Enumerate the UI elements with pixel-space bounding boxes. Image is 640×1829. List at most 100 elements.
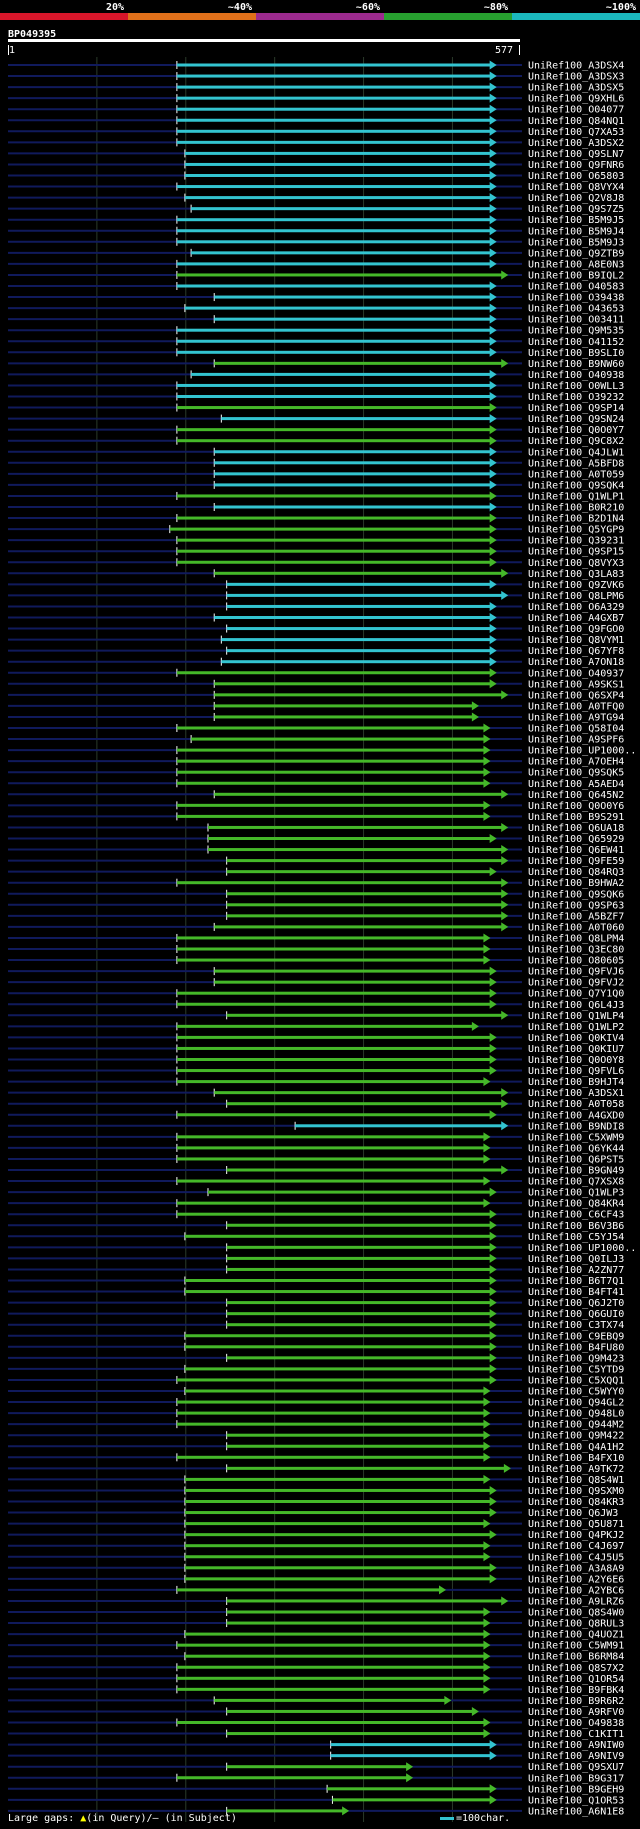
hit-label[interactable]: UniRef100_A0TFQ0 (528, 701, 624, 712)
hit-row[interactable]: UniRef100_Q0KIU7 (8, 1043, 624, 1055)
hit-label[interactable]: UniRef100_B9HWA2 (528, 878, 624, 889)
hit-row[interactable]: UniRef100_Q9M422 (8, 1430, 624, 1442)
hit-label[interactable]: UniRef100_Q9SQK4 (528, 480, 624, 491)
hit-row[interactable]: UniRef100_B9HWA2 (8, 878, 624, 889)
hit-row[interactable]: UniRef100_O39438 (8, 292, 624, 304)
hit-row[interactable]: UniRef100_C5WYY0 (8, 1386, 624, 1398)
hit-label[interactable]: UniRef100_Q2V8J8 (528, 193, 624, 204)
hit-label[interactable]: UniRef100_Q1OR54 (528, 1674, 624, 1685)
hit-label[interactable]: UniRef100_C5XWM9 (528, 1132, 624, 1143)
hit-label[interactable]: UniRef100_O39438 (528, 293, 624, 304)
hit-label[interactable]: UniRef100_Q9FNR6 (528, 160, 624, 171)
hit-label[interactable]: UniRef100_Q3EC80 (528, 945, 624, 956)
hit-row[interactable]: UniRef100_O40938 (8, 369, 624, 381)
hit-row[interactable]: UniRef100_Q9ZTB9 (8, 248, 624, 259)
hit-row[interactable]: UniRef100_Q9SN24 (8, 414, 624, 425)
hit-row[interactable]: UniRef100_Q8S4W1 (8, 1474, 624, 1486)
hit-row[interactable]: UniRef100_Q84KR3 (8, 1497, 624, 1508)
hit-label[interactable]: UniRef100_B5M9J5 (528, 215, 624, 226)
hit-label[interactable]: UniRef100_Q1OR53 (528, 1795, 624, 1806)
hit-label[interactable]: UniRef100_C9EBQ9 (528, 1331, 624, 1342)
hit-label[interactable]: UniRef100_B5M9J4 (528, 226, 624, 237)
hit-row[interactable]: UniRef100_Q84KR4 (8, 1198, 624, 1210)
hit-row[interactable]: UniRef100_Q3EC80 (8, 944, 624, 956)
hit-row[interactable]: UniRef100_B4FT41 (8, 1287, 624, 1298)
hit-label[interactable]: UniRef100_Q948L0 (528, 1409, 624, 1420)
hit-row[interactable]: UniRef100_Q8LPM4 (8, 933, 624, 944)
hit-row[interactable]: UniRef100_Q9ZVK6 (8, 579, 624, 591)
hit-label[interactable]: UniRef100_A3DSX5 (528, 83, 624, 94)
hit-row[interactable]: UniRef100_C5YTD9 (8, 1364, 624, 1375)
hit-label[interactable]: UniRef100_A2Y6E6 (528, 1574, 624, 1585)
hit-row[interactable]: UniRef100_Q6L4J3 (8, 999, 624, 1011)
hit-label[interactable]: UniRef100_A3DSX2 (528, 138, 624, 149)
hit-label[interactable]: UniRef100_A9RFV0 (528, 1707, 624, 1718)
hit-row[interactable]: UniRef100_A0TFQ0 (8, 701, 624, 712)
hit-row[interactable]: UniRef100_Q9SP63 (8, 900, 624, 911)
hit-label[interactable]: UniRef100_C6CF43 (528, 1210, 624, 1221)
hit-row[interactable]: UniRef100_A9NIV9 (8, 1751, 624, 1762)
hit-row[interactable]: UniRef100_Q9M423 (8, 1353, 624, 1364)
hit-label[interactable]: UniRef100_C4J5U5 (528, 1552, 624, 1563)
hit-row[interactable]: UniRef100_Q9XHL6 (8, 93, 624, 105)
hit-label[interactable]: UniRef100_Q7Y1Q0 (528, 989, 624, 1000)
hit-label[interactable]: UniRef100_Q39231 (528, 536, 624, 547)
hit-row[interactable]: UniRef100_B9NDI8 (8, 1121, 624, 1132)
hit-label[interactable]: UniRef100_O6A329 (528, 602, 624, 613)
hit-row[interactable]: UniRef100_Q8S4W0 (8, 1607, 624, 1619)
hit-label[interactable]: UniRef100_A9LRZ6 (528, 1596, 624, 1607)
hit-label[interactable]: UniRef100_C5WYY0 (528, 1387, 624, 1398)
hit-row[interactable]: UniRef100_B4FX10 (8, 1452, 624, 1464)
hit-row[interactable]: UniRef100_Q6SXP4 (8, 690, 624, 701)
hit-row[interactable]: UniRef100_C5XWM9 (8, 1132, 624, 1143)
hit-label[interactable]: UniRef100_Q4JLW1 (528, 447, 624, 458)
hit-row[interactable]: UniRef100_Q9FVJ6 (8, 966, 624, 978)
hit-row[interactable]: UniRef100_O41152 (8, 336, 624, 348)
hit-row[interactable]: UniRef100_Q1WLP4 (8, 1010, 624, 1022)
hit-label[interactable]: UniRef100_UP1000.. (528, 1243, 636, 1254)
hit-label[interactable]: UniRef100_B9S291 (528, 812, 624, 823)
hit-label[interactable]: UniRef100_Q9C8X2 (528, 436, 624, 447)
hit-label[interactable]: UniRef100_Q6EW41 (528, 845, 624, 856)
hit-label[interactable]: UniRef100_Q9ZVK6 (528, 580, 624, 591)
hit-label[interactable]: UniRef100_Q5YGP9 (528, 525, 624, 536)
hit-row[interactable]: UniRef100_O04077 (8, 104, 624, 116)
hit-row[interactable]: UniRef100_Q4PKJ2 (8, 1530, 624, 1541)
hit-label[interactable]: UniRef100_B9GEH9 (528, 1784, 624, 1795)
hit-label[interactable]: UniRef100_Q9M422 (528, 1431, 624, 1442)
hit-row[interactable]: UniRef100_A3DSX4 (8, 60, 624, 72)
hit-row[interactable]: UniRef100_A3DSX2 (8, 137, 624, 149)
hit-row[interactable]: UniRef100_C5XQQ1 (8, 1375, 624, 1386)
hit-row[interactable]: UniRef100_Q8VYX4 (8, 182, 624, 193)
hit-label[interactable]: UniRef100_Q8VYM1 (528, 635, 624, 646)
hit-row[interactable]: UniRef100_Q1WLP1 (8, 491, 624, 502)
hit-row[interactable]: UniRef100_Q8VYX3 (8, 557, 624, 569)
hit-label[interactable]: UniRef100_Q6UA18 (528, 823, 624, 834)
hit-label[interactable]: UniRef100_O43653 (528, 304, 624, 315)
hit-label[interactable]: UniRef100_Q6YK44 (528, 1143, 624, 1154)
hit-row[interactable]: UniRef100_B9GEH9 (8, 1784, 624, 1795)
hit-label[interactable]: UniRef100_C5XQQ1 (528, 1375, 624, 1386)
hit-row[interactable]: UniRef100_O03411 (8, 314, 624, 326)
hit-label[interactable]: UniRef100_Q1WLP2 (528, 1022, 624, 1033)
hit-row[interactable]: UniRef100_O65803 (8, 171, 624, 182)
hit-label[interactable]: UniRef100_Q6PST5 (528, 1154, 624, 1165)
hit-label[interactable]: UniRef100_A2ZN77 (528, 1265, 624, 1276)
hit-label[interactable]: UniRef100_Q9FVJ6 (528, 967, 624, 978)
hit-row[interactable]: UniRef100_Q6GUI0 (8, 1309, 624, 1320)
hit-label[interactable]: UniRef100_Q0O0Y7 (528, 425, 624, 436)
hit-label[interactable]: UniRef100_Q9SP14 (528, 403, 624, 414)
hit-label[interactable]: UniRef100_Q9SQK6 (528, 889, 624, 900)
hit-row[interactable]: UniRef100_A9SPF6 (8, 734, 624, 746)
hit-row[interactable]: UniRef100_C4J697 (8, 1541, 624, 1552)
hit-label[interactable]: UniRef100_A5BZF7 (528, 911, 624, 922)
hit-label[interactable]: UniRef100_B9R6R2 (528, 1696, 624, 1707)
hit-label[interactable]: UniRef100_B9GN49 (528, 1166, 624, 1177)
hit-row[interactable]: UniRef100_O80605 (8, 955, 624, 967)
hit-row[interactable]: UniRef100_B9R6R2 (8, 1695, 624, 1707)
hit-row[interactable]: UniRef100_A2YBC6 (8, 1585, 624, 1596)
hit-row[interactable]: UniRef100_Q4JLW1 (8, 447, 624, 458)
hit-row[interactable]: UniRef100_Q84RQ3 (8, 867, 624, 878)
hit-label[interactable]: UniRef100_B4FT41 (528, 1287, 624, 1298)
hit-label[interactable]: UniRef100_Q9SQK5 (528, 768, 624, 779)
